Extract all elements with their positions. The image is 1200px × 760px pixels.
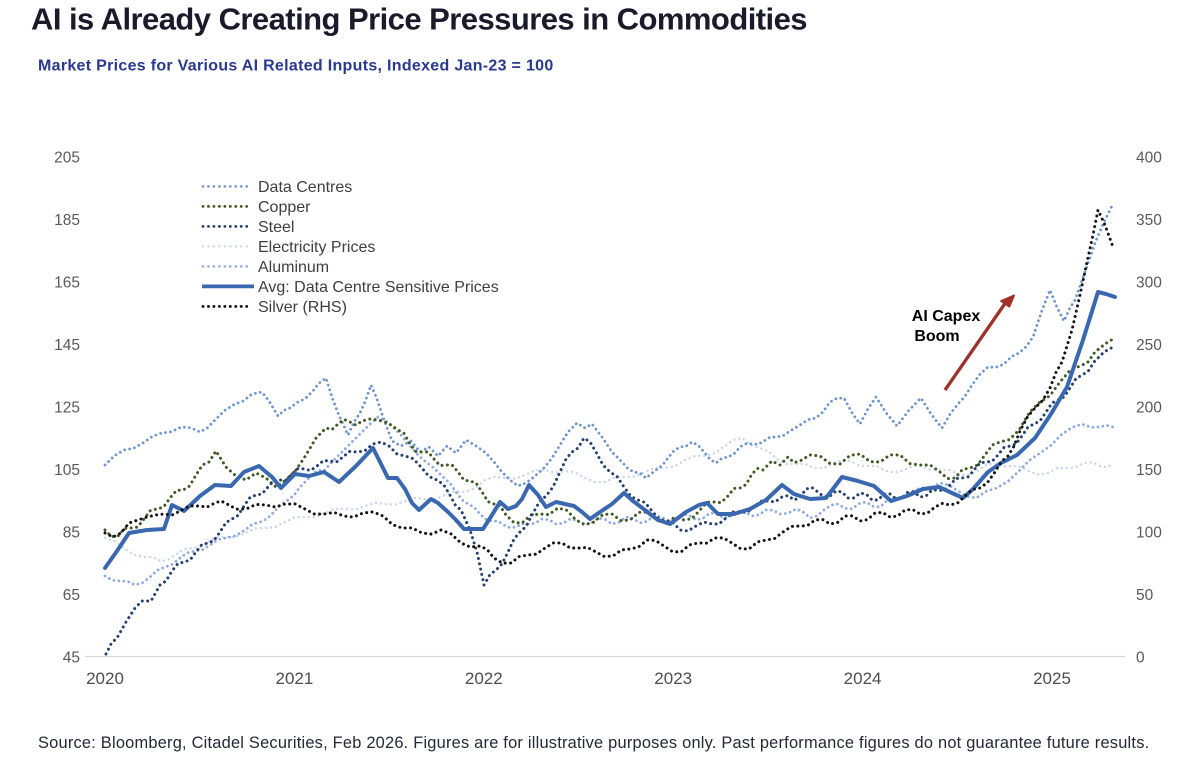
svg-text:2024: 2024 [844,669,882,688]
svg-text:Boom: Boom [914,328,959,345]
svg-text:2021: 2021 [275,669,313,688]
svg-text:145: 145 [54,337,80,354]
svg-text:Market Prices for Various AI R: Market Prices for Various AI Related Inp… [38,58,554,75]
svg-text:45: 45 [63,650,80,667]
svg-text:65: 65 [63,587,80,604]
svg-text:Copper: Copper [258,199,311,216]
svg-text:185: 185 [54,212,80,229]
svg-text:125: 125 [54,400,80,417]
svg-text:2022: 2022 [465,669,503,688]
svg-text:300: 300 [1136,275,1162,292]
svg-text:400: 400 [1136,150,1162,167]
svg-text:200: 200 [1136,400,1162,417]
svg-text:AI Capex: AI Capex [912,308,981,325]
svg-text:2025: 2025 [1033,669,1071,688]
svg-text:150: 150 [1136,462,1162,479]
svg-text:205: 205 [54,150,80,167]
svg-text:2023: 2023 [654,669,692,688]
svg-text:50: 50 [1136,587,1154,604]
svg-text:100: 100 [1136,525,1162,542]
svg-text:0: 0 [1136,650,1145,667]
svg-text:Steel: Steel [258,219,294,236]
svg-text:Avg: Data Centre Sensitive Pri: Avg: Data Centre Sensitive Prices [258,279,499,296]
svg-text:Aluminum: Aluminum [258,259,329,276]
svg-text:Data Centres: Data Centres [258,179,352,196]
svg-text:Silver (RHS): Silver (RHS) [258,299,347,316]
svg-text:Source: Bloomberg, Citadel Sec: Source: Bloomberg, Citadel Securities, F… [38,734,1149,752]
svg-text:165: 165 [54,275,80,292]
svg-text:250: 250 [1136,337,1162,354]
svg-text:85: 85 [63,525,80,542]
svg-text:AI is Already Creating Price P: AI is Already Creating Price Pressures i… [31,2,807,37]
svg-text:2020: 2020 [86,669,124,688]
svg-text:105: 105 [54,462,80,479]
svg-text:Electricity Prices: Electricity Prices [258,239,375,256]
svg-text:350: 350 [1136,212,1162,229]
